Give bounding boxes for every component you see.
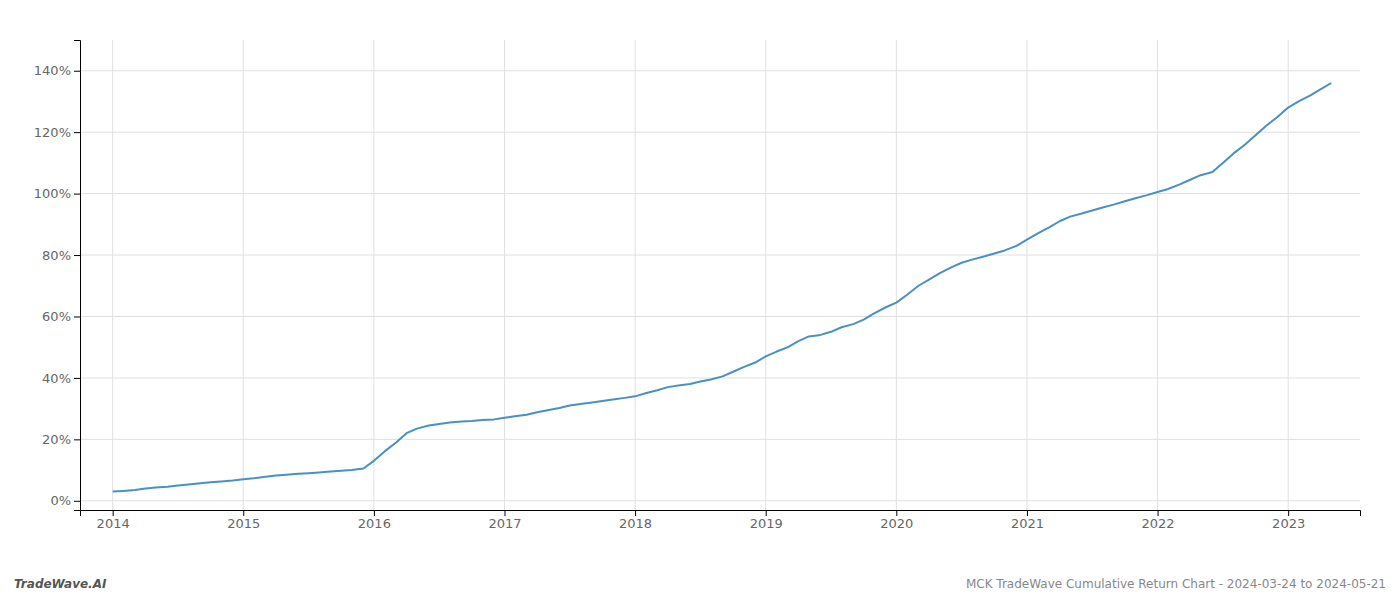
x-axis: 2014 2015 2016 2017 2018 2019 2020 2021 2022 2023 [81, 510, 1361, 531]
x-tick-label: 2016 [358, 516, 391, 531]
chart: 2014 2015 2016 2017 2018 2019 2020 2021 2022 2023… [0, 0, 1400, 600]
x-axis-line [81, 511, 1361, 517]
x-tick-label: 2022 [1142, 516, 1175, 531]
x-tick-label: 2023 [1272, 516, 1305, 531]
y-tick-mark [74, 316, 80, 317]
x-tick-mark [1288, 510, 1289, 516]
x-tick: 2019 [750, 510, 783, 531]
line [113, 83, 1332, 492]
x-tick-label: 2014 [97, 516, 130, 531]
x-tick: 2016 [358, 510, 391, 531]
x-tick: 2018 [619, 510, 652, 531]
x-tick-label: 2020 [880, 516, 913, 531]
x-tick-mark [896, 510, 897, 516]
y-tick-label: 20% [42, 432, 71, 447]
grid-line-y [80, 255, 1360, 256]
grid-line-y [80, 500, 1360, 501]
y-tick-label: 60% [42, 309, 71, 324]
x-tick: 2021 [1011, 510, 1044, 531]
y-tick: 120% [34, 125, 80, 140]
x-tick-mark [113, 510, 114, 516]
x-tick-mark [1027, 510, 1028, 516]
x-tick: 2023 [1272, 510, 1305, 531]
y-tick-mark [74, 132, 80, 133]
grid-line-y [80, 132, 1360, 133]
marks [113, 83, 1332, 492]
y-tick: 20% [42, 432, 80, 447]
y-tick-label: 40% [42, 371, 71, 386]
y-tick-mark [74, 501, 80, 502]
y-axis: 0% 20% 40% 60% 80% 100% 120% 140% [34, 41, 81, 511]
y-tick-mark [74, 378, 80, 379]
y-tick-mark [74, 71, 80, 72]
x-tick-label: 2021 [1011, 516, 1044, 531]
plot: 2014 2015 2016 2017 2018 2019 2020 2021 2022 2023… [34, 40, 1361, 531]
y-axis-line [74, 41, 81, 511]
x-tick-mark [504, 510, 505, 516]
grid-line-y [80, 193, 1360, 194]
x-tick: 2014 [97, 510, 130, 531]
y-tick: 140% [34, 63, 80, 78]
footer-left: TradeWave.AI [14, 577, 107, 591]
grid-line-y [80, 316, 1360, 317]
y-tick-mark [74, 194, 80, 195]
x-tick-mark [635, 510, 636, 516]
footer: TradeWave.AI MCK TradeWave Cumulative Ret… [14, 577, 1386, 591]
grid-line-y [80, 439, 1360, 440]
x-tick-label: 2018 [619, 516, 652, 531]
x-tick-mark [243, 510, 244, 516]
x-tick-mark [766, 510, 767, 516]
y-tick-mark [74, 439, 80, 440]
footer-right: MCK TradeWave Cumulative Return Chart - … [966, 577, 1386, 591]
y-tick: 40% [42, 371, 80, 386]
y-tick-label: 140% [34, 63, 71, 78]
y-tick: 80% [42, 248, 80, 263]
y-tick-label: 100% [34, 186, 71, 201]
grid-line-y [80, 70, 1360, 71]
x-tick-mark [374, 510, 375, 516]
y-tick-label: 80% [42, 248, 71, 263]
x-tick: 2020 [880, 510, 913, 531]
x-tick: 2015 [227, 510, 260, 531]
y-tick-label: 0% [50, 493, 71, 508]
y-tick: 60% [42, 309, 80, 324]
y-tick-label: 120% [34, 125, 71, 140]
y-tick-mark [74, 255, 80, 256]
grid [80, 40, 1360, 510]
y-tick: 100% [34, 186, 80, 201]
x-tick-label: 2019 [750, 516, 783, 531]
x-tick-label: 2015 [227, 516, 260, 531]
x-tick: 2022 [1142, 510, 1175, 531]
x-tick: 2017 [488, 510, 521, 531]
x-tick-label: 2017 [488, 516, 521, 531]
y-tick: 0% [50, 493, 80, 508]
x-tick-mark [1158, 510, 1159, 516]
